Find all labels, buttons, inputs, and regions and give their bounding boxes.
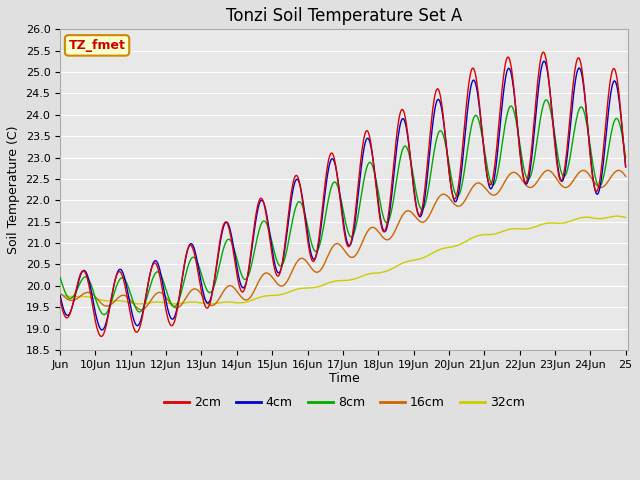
Legend: 2cm, 4cm, 8cm, 16cm, 32cm: 2cm, 4cm, 8cm, 16cm, 32cm (159, 391, 530, 414)
Y-axis label: Soil Temperature (C): Soil Temperature (C) (7, 125, 20, 254)
X-axis label: Time: Time (329, 372, 360, 385)
Title: Tonzi Soil Temperature Set A: Tonzi Soil Temperature Set A (226, 7, 463, 25)
Text: TZ_fmet: TZ_fmet (68, 39, 125, 52)
